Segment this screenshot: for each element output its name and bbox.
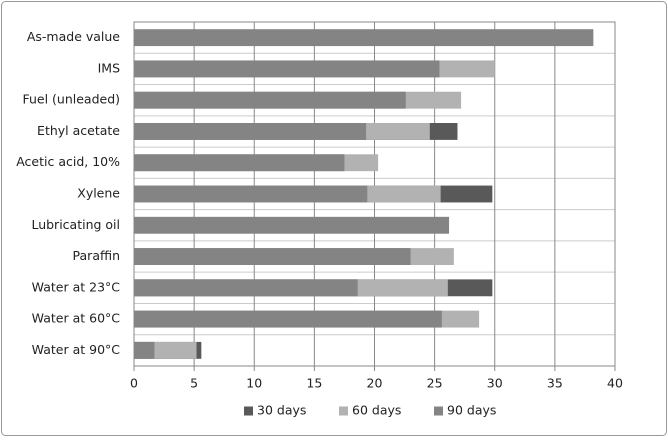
x-tick-label: 0 [130,376,138,391]
y-tick-label: Water at 90°C [32,342,121,357]
x-tick-label: 15 [306,376,322,391]
y-tick-label: Acetic acid, 10% [16,154,120,169]
y-tick-label: Water at 23°C [32,279,121,294]
x-tick-label: 25 [427,376,443,391]
x-tick-label: 5 [190,376,198,391]
legend-label: 60 days [352,403,401,418]
bar [134,123,367,140]
legend-swatch [434,406,443,416]
y-tick-label: Water at 60°C [32,311,121,326]
bar [134,60,440,78]
y-tick-label: As-made value [27,29,120,44]
x-tick-label: 20 [367,376,383,391]
y-tick-label: Lubricating oil [31,217,120,232]
y-tick-label: Paraffin [73,248,120,263]
legend-label: 90 days [447,403,496,418]
bar [134,248,411,265]
y-tick-label: Fuel (unleaded) [22,92,120,107]
bar [134,185,368,203]
legend-swatch [339,406,348,416]
y-tick-label: IMS [98,60,120,75]
x-tick-label: 40 [607,376,623,391]
legend-label: 30 days [257,403,306,418]
bar [134,154,345,172]
bar [134,91,406,109]
x-tick-label: 30 [487,376,503,391]
x-tick-label: 35 [547,376,563,391]
bar [134,29,594,47]
bar [134,310,442,328]
legend-swatch [244,406,253,416]
bar [134,279,358,297]
bar [134,341,155,359]
y-tick-label: Ethyl acetate [37,123,120,138]
x-tick-label: 10 [246,376,262,391]
bar [134,216,450,234]
y-tick-label: Xylene [77,186,120,201]
